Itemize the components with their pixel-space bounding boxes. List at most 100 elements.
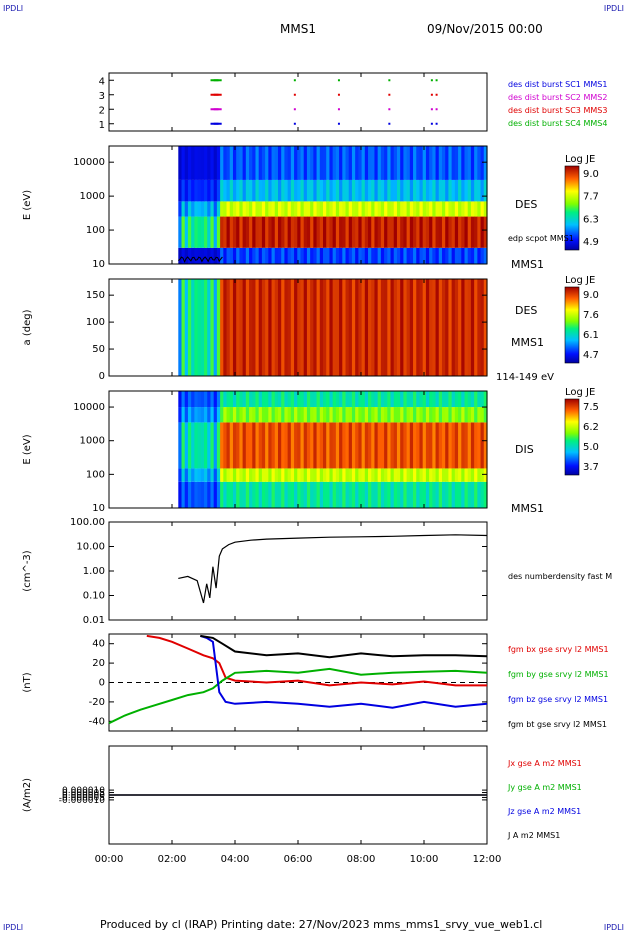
burst-marker xyxy=(293,93,296,96)
heatmap-cell xyxy=(220,391,224,408)
heatmap-cell xyxy=(361,407,366,423)
y-tick-label: -0.000005 xyxy=(59,793,105,803)
heatmap-cell xyxy=(480,201,485,217)
heatmap-cell xyxy=(400,468,404,482)
burst-marker xyxy=(435,93,438,96)
heatmap-cell xyxy=(409,216,414,248)
heatmap-cell xyxy=(226,179,231,202)
legend-bfield-0: fgm bx gse srvy l2 MMS1 xyxy=(508,645,609,654)
colorbar-tick: 7.7 xyxy=(583,192,599,203)
heatmap-cell xyxy=(438,201,443,217)
heatmap-cell xyxy=(425,247,430,264)
heatmap-cell xyxy=(400,146,404,180)
heatmap-cell xyxy=(448,407,453,423)
heatmap-cell xyxy=(220,422,224,469)
heatmap-cell xyxy=(223,468,228,482)
heatmap-cell xyxy=(223,179,228,202)
heatmap-cell xyxy=(255,391,260,408)
heatmap-cell xyxy=(323,407,327,423)
heatmap-cell xyxy=(249,179,253,202)
heatmap-cell xyxy=(178,216,183,248)
heatmap-cell xyxy=(207,216,212,248)
heatmap-cell xyxy=(396,216,401,248)
heatmap-cell xyxy=(287,216,292,248)
heatmap-cell xyxy=(413,422,417,469)
heatmap-cell xyxy=(313,179,318,202)
heatmap-cell xyxy=(483,279,488,376)
heatmap-cell xyxy=(416,407,421,423)
heatmap-cell xyxy=(290,468,295,482)
burst-marker xyxy=(213,122,222,125)
heatmap-cell xyxy=(255,468,260,482)
instrument-label: DES xyxy=(515,198,537,211)
heatmap-cell xyxy=(213,216,218,248)
heatmap-cell xyxy=(200,201,205,217)
heatmap-cell xyxy=(342,216,347,248)
heatmap-cell xyxy=(364,391,369,408)
heatmap-cell xyxy=(335,179,340,202)
heatmap-cell xyxy=(310,247,314,264)
heatmap-cell xyxy=(239,481,244,508)
heatmap-cell xyxy=(204,247,208,264)
heatmap-cell xyxy=(464,468,469,482)
heatmap-cell xyxy=(300,279,305,376)
heatmap-cell xyxy=(249,216,253,248)
heatmap-cell xyxy=(281,247,286,264)
heatmap-cell xyxy=(332,468,337,482)
heatmap-cell xyxy=(422,391,427,408)
heatmap-cell xyxy=(335,391,340,408)
heatmap-cell xyxy=(297,422,302,469)
y-tick-label: 0.01 xyxy=(83,615,105,626)
heatmap-cell xyxy=(194,391,199,408)
heatmap-cell xyxy=(290,407,295,423)
heatmap-cell xyxy=(406,468,411,482)
heatmap-cell xyxy=(184,247,189,264)
heatmap-cell xyxy=(374,422,379,469)
heatmap-cell xyxy=(474,481,478,508)
heatmap-cell xyxy=(390,247,395,264)
spacecraft-label: MMS1 xyxy=(511,502,544,515)
heatmap-cell xyxy=(204,201,208,217)
heatmap-cell xyxy=(345,216,350,248)
heatmap-cell xyxy=(268,216,273,248)
instrument-label: DIS xyxy=(515,443,534,456)
heatmap-cell xyxy=(239,422,244,469)
heatmap-cell xyxy=(319,391,324,408)
heatmap-cell xyxy=(277,391,282,408)
heatmap-cell xyxy=(287,391,292,408)
heatmap-cell xyxy=(310,422,314,469)
heatmap-cell xyxy=(232,247,237,264)
heatmap-cell xyxy=(384,468,388,482)
heatmap-cell xyxy=(236,201,240,217)
heatmap-cell xyxy=(184,422,189,469)
heatmap-cell xyxy=(474,216,478,248)
heatmap-cell xyxy=(361,422,366,469)
heatmap-cell xyxy=(271,201,276,217)
heatmap-cell xyxy=(290,247,295,264)
heatmap-cell xyxy=(435,179,440,202)
heatmap-cell xyxy=(390,201,395,217)
heatmap-cell xyxy=(342,468,347,482)
heatmap-cell xyxy=(458,468,462,482)
heatmap-cell xyxy=(200,468,205,482)
heatmap-cell xyxy=(294,468,298,482)
heatmap-cell xyxy=(419,407,424,423)
heatmap-cell xyxy=(255,201,260,217)
heatmap-cell xyxy=(207,179,212,202)
heatmap-cell xyxy=(191,481,195,508)
heatmap-cell xyxy=(477,201,482,217)
heatmap-cell xyxy=(422,481,427,508)
heatmap-cell xyxy=(339,279,343,376)
heatmap-cell xyxy=(467,422,472,469)
heatmap-cell xyxy=(294,407,298,423)
heatmap-cell xyxy=(284,468,289,482)
heatmap-cell xyxy=(255,407,260,423)
heatmap-cell xyxy=(477,247,482,264)
heatmap-cell xyxy=(229,216,234,248)
heatmap-cell xyxy=(284,247,289,264)
heatmap-cell xyxy=(274,481,279,508)
heatmap-cell xyxy=(294,179,298,202)
heatmap-cell xyxy=(371,179,376,202)
heatmap-cell xyxy=(364,201,369,217)
heatmap-cell xyxy=(335,481,340,508)
